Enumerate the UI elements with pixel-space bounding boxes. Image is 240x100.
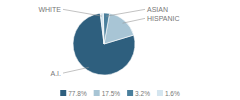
legend-item: 17.5% [94, 90, 121, 97]
chart: A.I. HISPANIC ASIAN WHITE 77.8% 17.5% 3.2% 1.6% [0, 0, 240, 100]
pie-slice [103, 13, 109, 44]
legend-swatch [157, 90, 163, 96]
legend-label: 3.2% [135, 90, 150, 97]
pie-slice [104, 14, 134, 45]
slice-labels: A.I. HISPANIC ASIAN WHITE [38, 6, 179, 77]
legend-label: 77.8% [68, 90, 87, 97]
leader-line [123, 18, 145, 23]
legend-swatch [127, 90, 133, 96]
legend-item: 3.2% [127, 90, 150, 97]
legend-item: 77.8% [60, 90, 87, 97]
legend-label: 17.5% [102, 90, 121, 97]
leader-line [63, 9, 102, 16]
pie-slice [100, 13, 104, 44]
leader-lines [63, 9, 145, 73]
legend-label: 1.6% [165, 90, 180, 97]
legend: 77.8% 17.5% 3.2% 1.6% [60, 90, 180, 97]
legend-swatch [94, 90, 100, 96]
slice-label: WHITE [38, 6, 61, 13]
slice-label: ASIAN [147, 6, 168, 13]
leader-line [106, 9, 145, 16]
legend-swatch [60, 90, 66, 96]
leader-line [63, 67, 89, 73]
slice-label: HISPANIC [147, 15, 180, 22]
page: {"chart_data": {"type": "pie", "categori… [0, 0, 240, 100]
slice-label: A.I. [50, 70, 61, 77]
legend-item: 1.6% [157, 90, 180, 97]
